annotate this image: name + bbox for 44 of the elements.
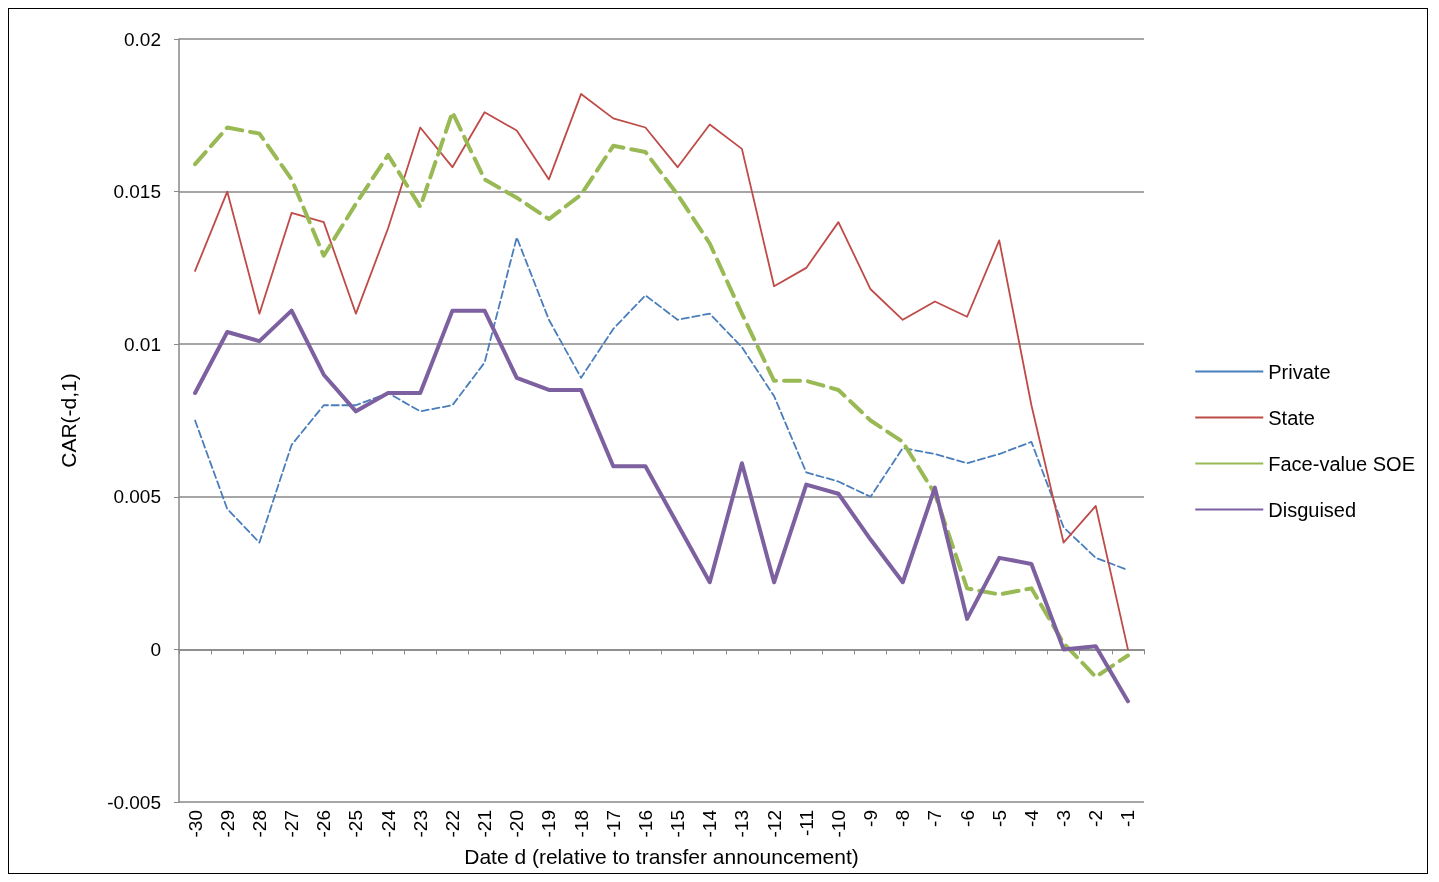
- legend-label: Face-value SOE: [1268, 452, 1416, 475]
- y-tick-label: 0.005: [113, 486, 161, 508]
- y-tick-label: 0.02: [124, 28, 161, 50]
- x-tick-label: -8: [892, 810, 914, 827]
- x-tick-label: -15: [667, 810, 689, 838]
- x-tick-label: -4: [1020, 809, 1042, 827]
- x-tick-label: -10: [827, 810, 849, 838]
- y-tick-label: 0.015: [113, 181, 161, 203]
- line-series: [194, 236, 1129, 571]
- line-series: [193, 308, 1130, 704]
- x-tick-label: -17: [602, 810, 624, 838]
- x-tick-label: -9: [860, 810, 882, 827]
- x-tick-label: -27: [281, 810, 303, 838]
- legend-label: State: [1268, 406, 1315, 429]
- x-tick-label: -18: [570, 810, 592, 838]
- x-tick-label: -1: [1117, 810, 1139, 827]
- y-tick-label: 0.01: [124, 333, 161, 355]
- x-tick-label: -21: [474, 810, 496, 838]
- x-tick-label: -25: [345, 810, 367, 838]
- x-tick-label: -5: [988, 810, 1010, 827]
- x-tick-label: -20: [506, 810, 528, 838]
- x-tick-label: -12: [763, 810, 785, 838]
- x-tick-label: -13: [731, 810, 753, 838]
- x-tick-label: -29: [216, 810, 238, 838]
- x-tick-label: -23: [409, 810, 431, 838]
- legend-label: Disguised: [1268, 498, 1357, 521]
- x-tick-label: -19: [538, 810, 560, 838]
- y-tick-label: -0.005: [107, 791, 161, 813]
- x-tick-label: -2: [1085, 810, 1107, 827]
- x-tick-label: -14: [699, 809, 721, 838]
- x-tick-label: -26: [313, 810, 335, 838]
- x-tick-label: -11: [795, 810, 817, 837]
- x-tick-label: -24: [377, 809, 399, 838]
- x-tick-label: -7: [924, 810, 946, 827]
- legend-label: Private: [1268, 360, 1331, 383]
- x-tick-label: -16: [634, 810, 656, 838]
- x-tick-label: -22: [441, 810, 463, 838]
- x-tick-label: -28: [248, 810, 270, 838]
- y-axis-title: CAR(-d,1): [57, 373, 80, 468]
- x-axis-title: Date d (relative to transfer announcement): [464, 845, 859, 868]
- x-tick-label: -3: [1053, 810, 1075, 827]
- x-tick-label: -6: [956, 810, 978, 827]
- x-tick-label: -30: [184, 810, 206, 838]
- y-tick-label: 0: [150, 638, 161, 660]
